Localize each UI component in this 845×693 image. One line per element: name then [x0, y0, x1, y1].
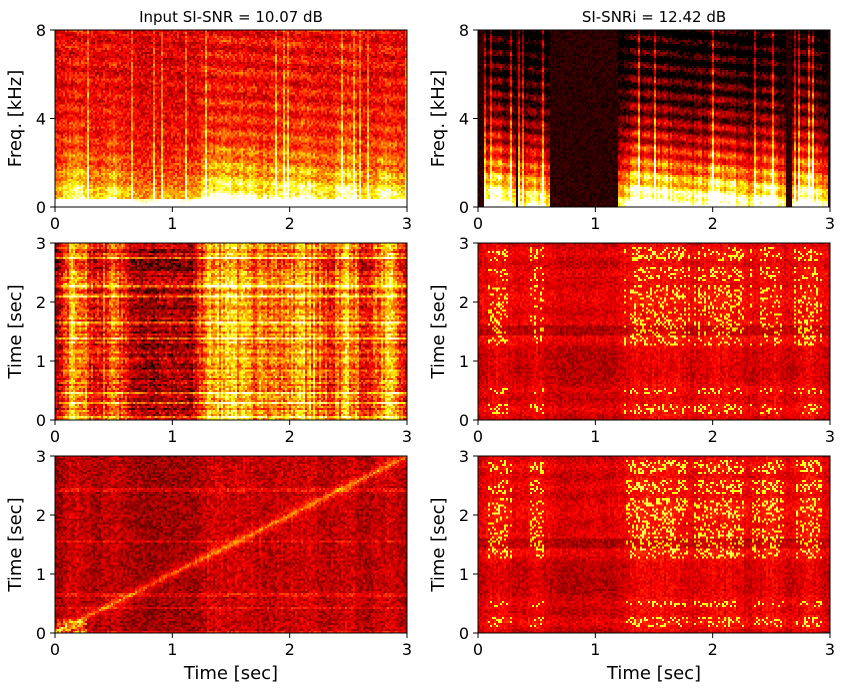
x-tick-label: 0: [473, 214, 483, 233]
x-tick-label: 2: [285, 640, 295, 659]
x-tick-label: 3: [402, 214, 412, 233]
x-tick-label: 0: [473, 640, 483, 659]
x-tick-label: 2: [285, 427, 295, 446]
y-tick-label: 1: [36, 352, 46, 371]
heatmap-image: [55, 243, 407, 420]
y-tick-label: 2: [36, 506, 46, 525]
y-tick-label: 8: [459, 21, 469, 40]
panel-title: Input SI-SNR = 10.07 dB: [139, 8, 323, 26]
y-tick-label: 8: [36, 21, 46, 40]
panel-attn-input-2: 0 1 2 3 0 1 2 3 Time [sec] Time [sec]: [5, 447, 412, 684]
y-axis-label: Freq. [kHz]: [5, 70, 26, 167]
x-tick-label: 0: [50, 214, 60, 233]
plot-frame: [54, 242, 408, 421]
y-tick-label: 2: [459, 506, 469, 525]
x-tick-label: 3: [825, 214, 835, 233]
y-tick-label: 3: [459, 234, 469, 253]
y-axis-label: Time [sec]: [5, 497, 26, 592]
y-axis-label: Time [sec]: [428, 284, 449, 379]
x-tick-label: 2: [708, 427, 718, 446]
y-tick-label: 0: [36, 624, 46, 643]
panel-title: SI-SNRi = 12.42 dB: [582, 8, 726, 26]
x-tick-label: 1: [590, 427, 600, 446]
x-tick-label: 3: [402, 427, 412, 446]
y-tick-label: 0: [36, 198, 46, 217]
y-tick-label: 2: [459, 293, 469, 312]
x-tick-label: 2: [285, 214, 295, 233]
x-tick-label: 1: [590, 214, 600, 233]
y-tick-label: 4: [459, 110, 469, 129]
x-tick-label: 3: [402, 640, 412, 659]
x-tick-label: 1: [167, 640, 177, 659]
heatmap-image: [478, 243, 830, 420]
x-tick-label: 0: [50, 427, 60, 446]
y-tick-label: 1: [459, 352, 469, 371]
y-tick-label: 0: [36, 411, 46, 430]
heatmap-image: [478, 456, 830, 633]
y-tick-label: 3: [36, 447, 46, 466]
y-tick-label: 0: [459, 411, 469, 430]
y-tick-label: 1: [459, 565, 469, 584]
plot-frame: [477, 242, 831, 421]
panel-attn-output-2: 0 1 2 3 0 1 2 3 Time [sec] Time [sec]: [428, 447, 835, 684]
y-tick-label: 0: [459, 624, 469, 643]
plot-frame: [54, 455, 408, 634]
heatmap-image: [55, 30, 407, 207]
heatmap-image: [478, 30, 830, 207]
panel-attn-output-1: 0 1 2 3 0 1 2 3 Time [sec]: [428, 234, 835, 446]
y-tick-label: 0: [459, 198, 469, 217]
y-tick-label: 2: [36, 293, 46, 312]
x-tick-label: 1: [590, 640, 600, 659]
x-tick-label: 3: [825, 640, 835, 659]
y-axis-label: Freq. [kHz]: [428, 70, 449, 167]
x-axis-label: Time [sec]: [606, 663, 701, 684]
panel-spec-output: 0 1 2 3 0 4 8 Freq. [kHz] SI-SNRi = 12.42 dB: [428, 8, 835, 233]
x-axis-label: Time [sec]: [183, 663, 278, 684]
x-tick-label: 2: [708, 640, 718, 659]
heatmap-image: [55, 456, 407, 633]
x-tick-label: 0: [473, 427, 483, 446]
x-tick-label: 2: [708, 214, 718, 233]
plot-frame: [477, 455, 831, 634]
x-tick-label: 1: [167, 427, 177, 446]
y-tick-label: 4: [36, 110, 46, 129]
panel-attn-input-1: 0 1 2 3 0 1 2 3 Time [sec]: [5, 234, 412, 446]
x-tick-label: 3: [825, 427, 835, 446]
y-axis-label: Time [sec]: [428, 497, 449, 592]
x-tick-label: 0: [50, 640, 60, 659]
panel-spec-input: 0 1 2 3 0 4 8 Freq. [kHz] Input SI-SNR = 10.07 d…: [5, 8, 412, 233]
y-tick-label: 1: [36, 565, 46, 584]
y-tick-label: 3: [459, 447, 469, 466]
x-tick-label: 1: [167, 214, 177, 233]
y-axis-label: Time [sec]: [5, 284, 26, 379]
y-tick-label: 3: [36, 234, 46, 253]
